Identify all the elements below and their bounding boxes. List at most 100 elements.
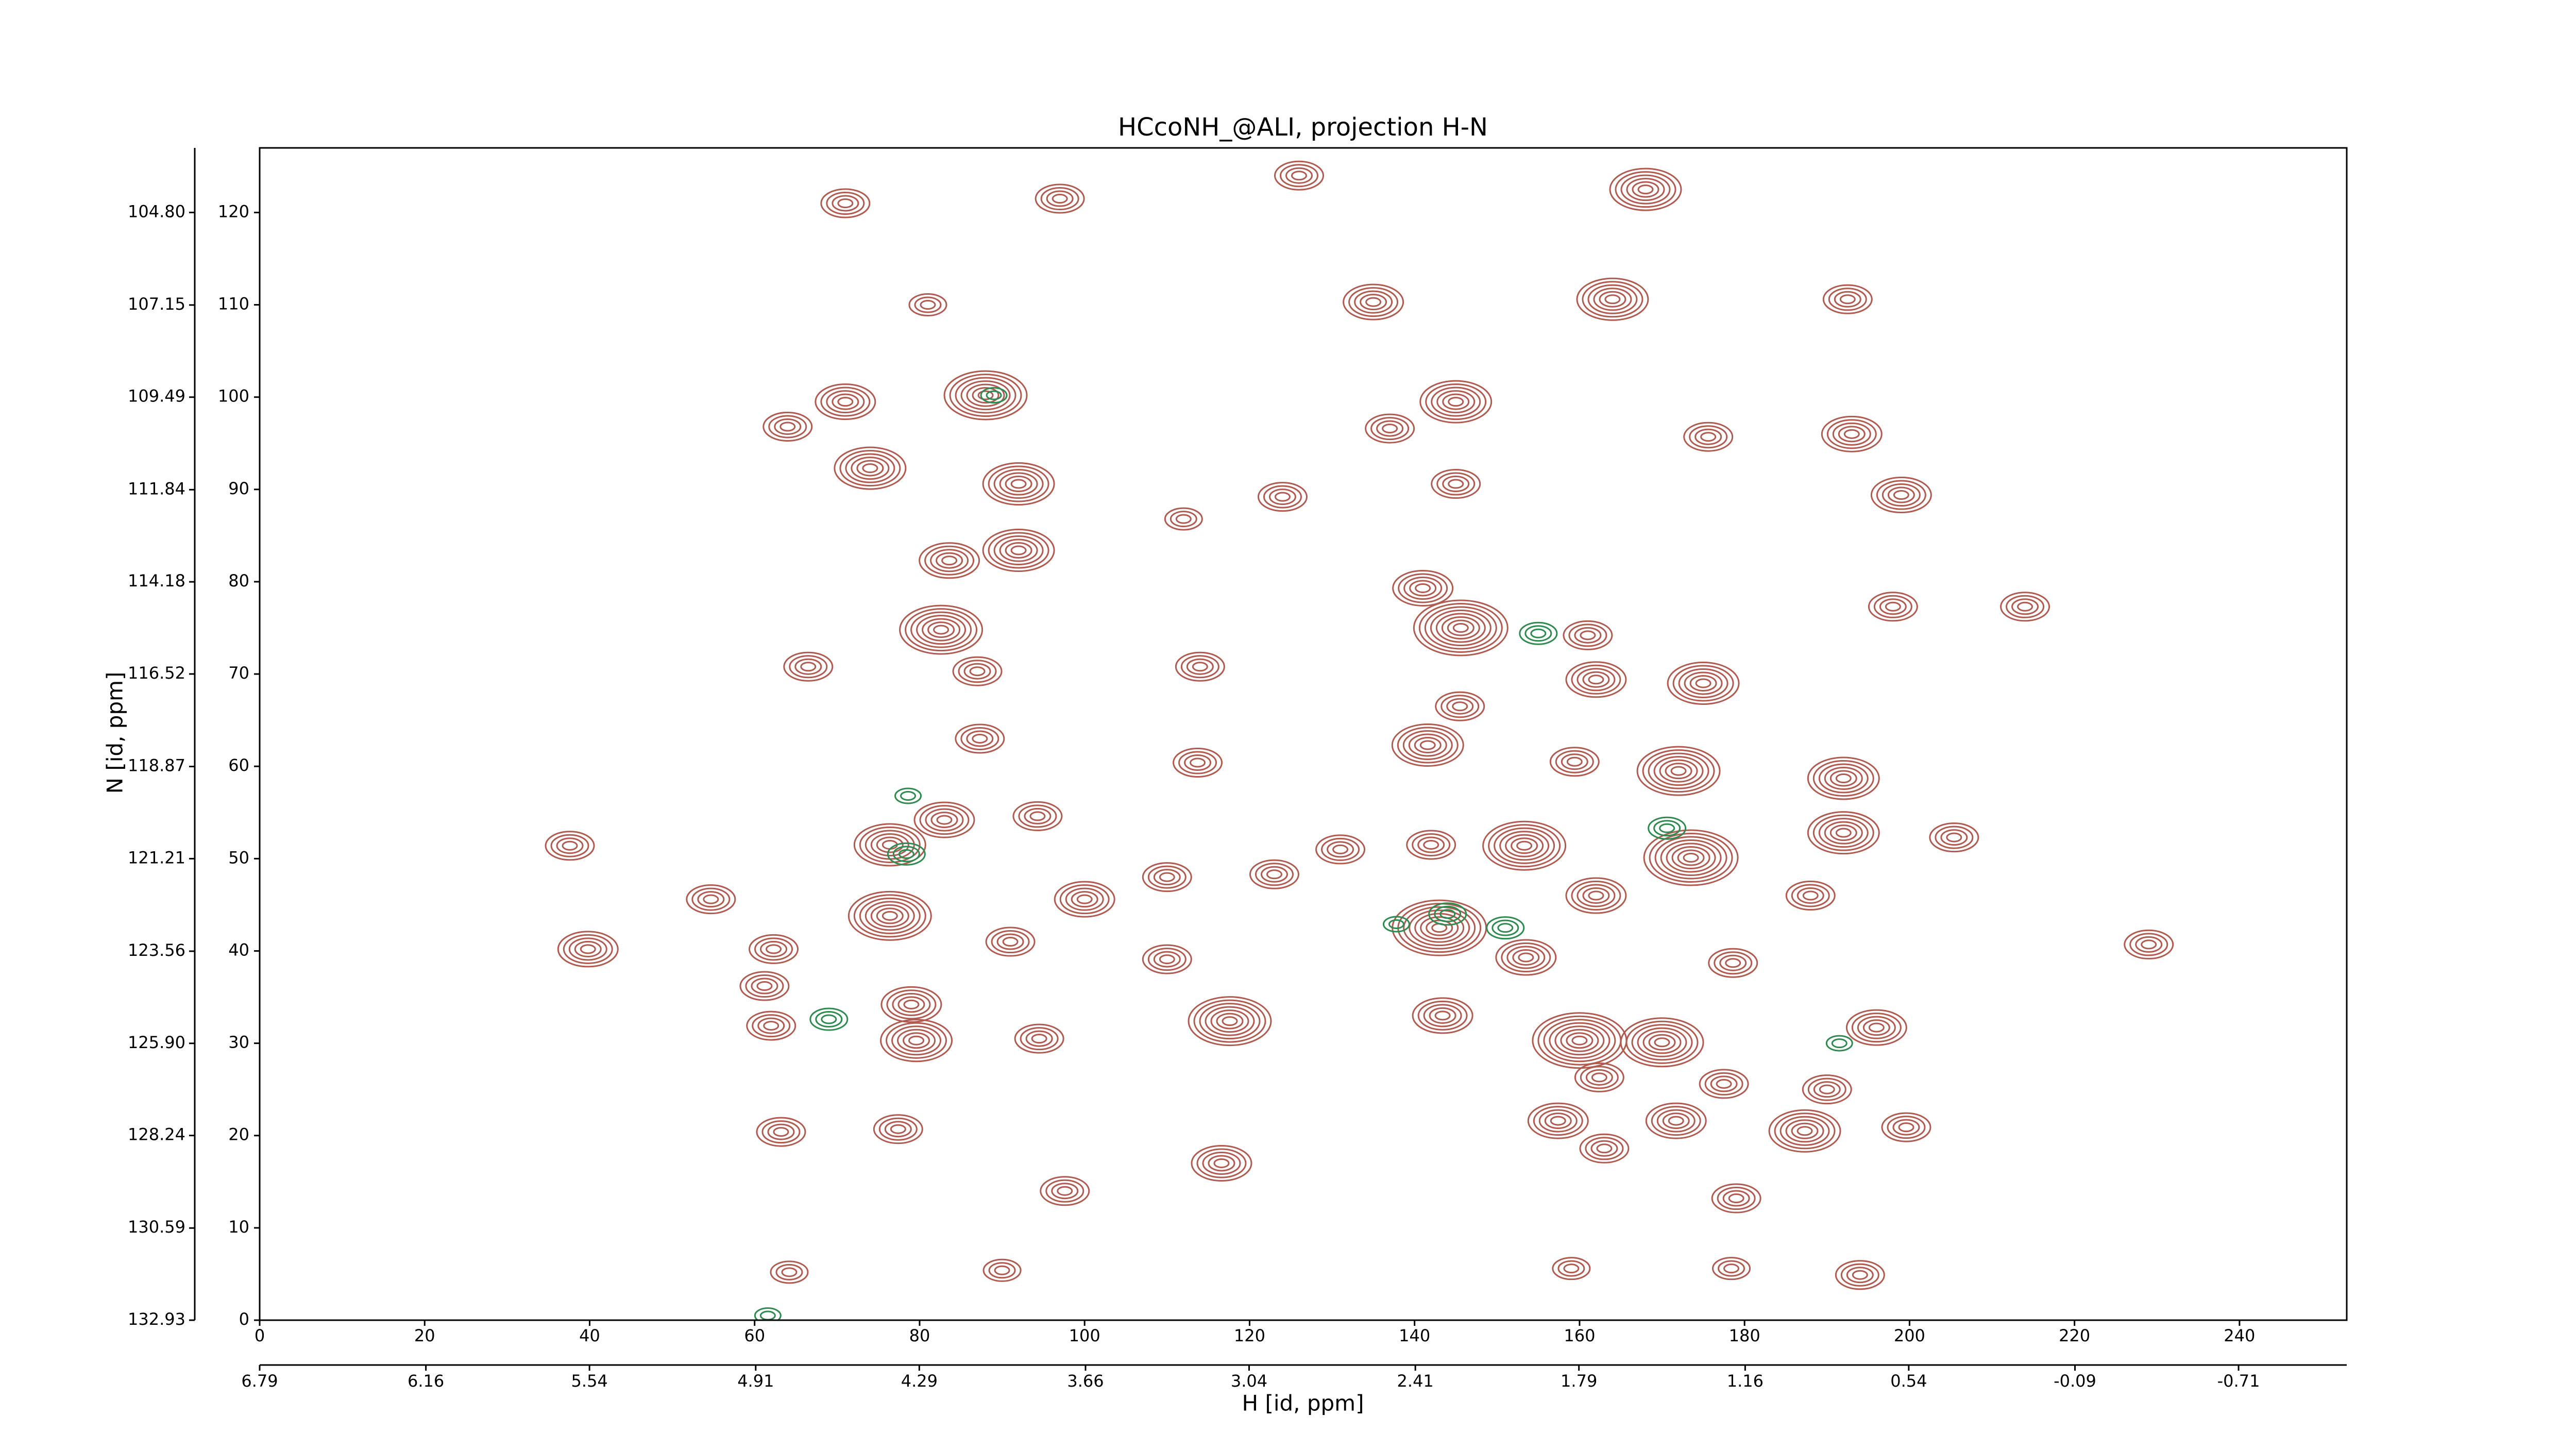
x-tick-label: 100 [1069,1326,1100,1345]
positive-contour [870,904,909,928]
positive-contour [686,884,736,915]
y2-tick-label: 116.52 [128,663,185,683]
positive-contour [865,901,915,931]
positive-contour [960,727,999,750]
positive-contour [1192,662,1208,672]
positive-contour [897,996,925,1013]
positive-contour [1873,595,1912,618]
positive-contour [2000,592,2050,622]
y-tick-label: 100 [218,386,249,406]
positive-contour [1882,483,1921,507]
positive-contour [746,1010,796,1041]
positive-contour [826,191,865,215]
positive-contour [1722,1190,1750,1207]
positive-contour [770,1260,809,1284]
negative-contour [894,787,922,804]
positive-contour [972,387,999,404]
positive-contour [1672,665,1734,702]
x2-tick-label: 3.66 [1067,1371,1104,1391]
positive-contour [1677,849,1705,866]
positive-contour [1678,668,1728,698]
positive-contour [930,549,969,572]
positive-contour [556,837,584,854]
y2-tick-label: 125.90 [128,1033,185,1052]
negative-contour [1492,919,1519,936]
positive-contour [1170,511,1197,528]
positive-contour [865,830,915,860]
positive-contour [1946,832,1962,843]
positive-contour [1689,675,1717,692]
positive-contour [766,944,782,954]
positive-contour [1429,1007,1456,1024]
negative-contour [1831,1038,1848,1049]
positive-contour [1689,425,1728,449]
x2-tick-label: 3.04 [1231,1371,1267,1391]
positive-contour [837,198,854,208]
positive-contour [1802,890,1819,901]
positive-contour [1829,824,1857,841]
positive-contour [1785,880,1836,911]
x-tick-label: 160 [1564,1326,1595,1345]
positive-contour [886,989,937,1020]
positive-contour [1186,658,1214,675]
y-tick-label: 40 [228,940,249,959]
x2-tick-label: 0.54 [1890,1371,1927,1391]
positive-contour [913,801,975,838]
positive-contour [1780,1116,1830,1146]
positive-contour [2129,933,2168,956]
positive-contour [1511,837,1538,854]
positive-contour [1446,698,1474,715]
positive-contour [557,931,619,968]
positive-contour [1403,576,1443,600]
positive-contour [848,890,932,941]
positive-contour [876,907,904,924]
positive-contour [1560,1029,1599,1052]
positive-contour [890,1124,906,1134]
positive-contour [1175,651,1225,682]
positive-contour [1202,1151,1241,1175]
positive-contour [1645,1102,1707,1139]
positive-contour [1360,294,1387,311]
positive-contour [1448,479,1464,489]
positive-contour [1222,1016,1238,1026]
positive-contour [1846,1267,1874,1284]
x-tick-label: 20 [414,1326,435,1345]
positive-contour [1452,622,1469,633]
positive-contour [1714,951,1753,975]
positive-contour [754,937,793,961]
positive-contour [1813,1081,1841,1098]
positive-contour [568,937,607,961]
x-tick-label: 200 [1894,1326,1925,1345]
positive-contour [1599,291,1626,308]
positive-contour [897,1029,936,1052]
positive-contour [955,723,1005,754]
positive-contour [1147,948,1187,971]
positive-contour [1029,811,1046,821]
positive-contour [1431,469,1481,499]
positive-contour [1862,1019,1890,1036]
positive-contour [820,386,871,417]
positive-contour [1632,181,1659,198]
positive-contour [783,651,834,682]
positive-contour [826,390,865,414]
positive-contour [1025,1030,1053,1047]
positive-contour [1822,284,1873,314]
positive-contour [862,463,878,474]
positive-contour [1719,954,1747,971]
positive-contour [920,300,936,310]
positive-contour [1071,891,1098,908]
positive-contour [1398,573,1448,603]
positive-contour [1274,160,1324,191]
negative-contour [1434,905,1462,922]
positive-contour [924,545,975,576]
positive-contour [1419,740,1436,750]
x2-tick-label: 1.16 [1727,1371,1764,1391]
positive-contour [969,666,986,677]
positive-contour [993,535,1044,566]
x2-tick-label: 5.54 [571,1371,608,1391]
x-axis-label: H [id, ppm] [1242,1391,1364,1416]
positive-contour [1052,194,1068,204]
negative-contour [1524,625,1552,642]
y2-tick-label: 121.21 [128,848,185,867]
positive-contour [691,887,731,911]
